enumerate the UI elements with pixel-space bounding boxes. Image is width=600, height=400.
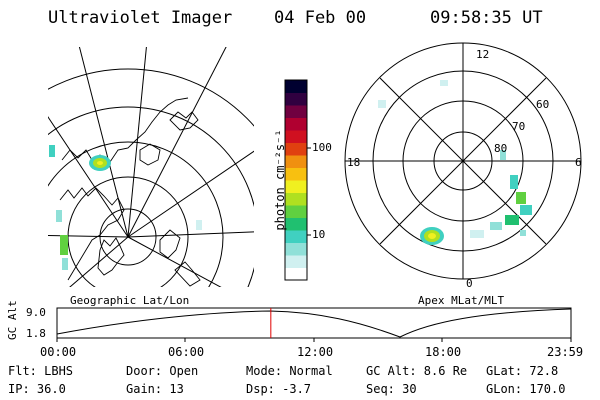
glat-info: GLat: 72.8	[486, 364, 559, 378]
time-label-0600: 06:00	[168, 345, 205, 359]
time-label: 09:58:35 UT	[430, 8, 543, 28]
geographic-caption: Geographic Lat/Lon	[70, 294, 190, 307]
colorbar-segment	[285, 130, 307, 143]
mlt-label-0: 0	[466, 277, 473, 290]
seq-info: Seq: 30	[366, 382, 417, 396]
colorbar-label-100: 100	[312, 141, 332, 154]
lat-circle	[48, 106, 254, 287]
time-label-2359: 23:59	[547, 345, 584, 359]
mlt-label-18: 18	[347, 156, 361, 169]
door-info: Door: Open	[126, 364, 199, 378]
colorbar-label-10: 10	[312, 228, 326, 241]
colorbar-segment	[285, 192, 307, 206]
instrument-title: Ultraviolet Imager	[48, 8, 233, 28]
glon-info: GLon: 170.0	[486, 382, 566, 396]
altitude-plot-frame	[56, 307, 572, 339]
colorbar-segment	[285, 205, 307, 218]
colorbar	[285, 80, 307, 281]
gc-alt-axis-label: GC Alt	[6, 300, 19, 340]
colorbar-segment	[285, 167, 307, 181]
time-label-1800: 18:00	[425, 345, 462, 359]
mlat-label-80: 80	[494, 142, 508, 155]
lat-circle	[99, 208, 157, 266]
coastlines	[59, 97, 201, 287]
geographic-map	[48, 47, 254, 287]
gc-alt-bottom-value: 1.8	[26, 327, 46, 340]
polar-diagonal	[379, 77, 547, 245]
lat-circle	[48, 68, 254, 127]
altitude-plot	[56, 307, 572, 342]
colorbar-segment	[285, 142, 307, 156]
date-label: 04 Feb 00	[274, 8, 367, 28]
mlat-label-70: 70	[512, 120, 526, 133]
ip-info: IP: 36.0	[8, 382, 66, 396]
colorbar-segment	[285, 92, 307, 106]
apex-polar-plot	[344, 42, 582, 280]
colorbar-segment	[285, 155, 307, 168]
colorbar-segment	[285, 242, 307, 256]
colorbar-segment	[285, 105, 307, 118]
gc-alt-top-value: 9.0	[26, 306, 46, 319]
time-label-0000: 00:00	[40, 345, 77, 359]
meridians	[48, 47, 254, 287]
aurora-emission-left	[49, 145, 202, 270]
colorbar-segment	[285, 217, 307, 231]
mlt-label-12: 12	[476, 48, 490, 61]
colorbar-frame	[284, 79, 308, 281]
time-label-1200: 12:00	[297, 345, 334, 359]
colorbar-segment	[285, 230, 307, 243]
dsp-info: Dsp: -3.7	[246, 382, 312, 396]
mlat-label-60: 60	[536, 98, 550, 111]
aurora-emission-right	[378, 80, 532, 245]
colorbar-segment	[285, 80, 307, 93]
colorbar-segment	[285, 117, 307, 131]
colorbar-segment	[285, 267, 307, 281]
filter-info: Flt: LBHS	[8, 364, 74, 378]
apex-caption: Apex MLat/MLT	[418, 294, 505, 307]
colorbar-segment	[285, 255, 307, 268]
colorbar-segment	[285, 180, 307, 193]
mlt-label-6: 6	[575, 156, 582, 169]
gain-info: Gain: 13	[126, 382, 184, 396]
gc-alt-info: GC Alt: 8.6 Re	[366, 364, 468, 378]
colorbar-unit-label: photon cm⁻²s⁻¹	[273, 129, 287, 231]
mode-info: Mode: Normal	[246, 364, 333, 378]
lat-circle	[48, 141, 224, 287]
altitude-curve	[56, 308, 572, 338]
